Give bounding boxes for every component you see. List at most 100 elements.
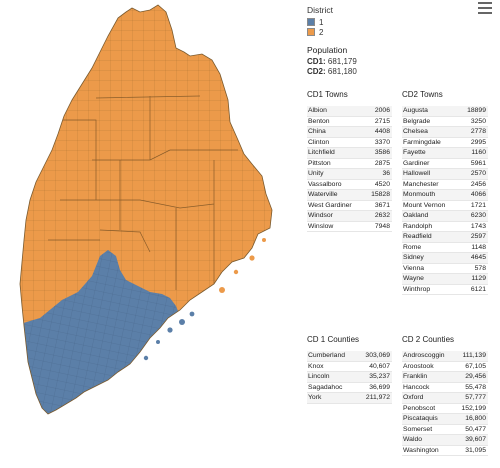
table-row[interactable]: Cumberland 303,069 <box>307 351 392 362</box>
legend-label: 1 <box>319 17 324 27</box>
row-value: 2456 <box>470 180 486 188</box>
row-name: Franklin <box>403 373 428 380</box>
row-value: 2875 <box>374 159 390 167</box>
row-name: Sagadahoc <box>308 383 343 391</box>
table-row[interactable]: Unity 36 <box>307 169 392 180</box>
row-name: Oakland <box>403 212 429 219</box>
table-row[interactable]: Winslow 7948 <box>307 222 392 232</box>
table-row[interactable]: Fayette 1160 <box>402 148 488 159</box>
row-value: 57,777 <box>465 394 486 401</box>
population-cd1: CD1: 681,179 <box>307 57 357 68</box>
row-value: 6121 <box>470 285 486 293</box>
row-name: Gardiner <box>403 159 430 167</box>
table-row[interactable]: West Gardiner 3671 <box>307 201 392 211</box>
table-row[interactable]: Aroostook 67,105 <box>402 362 488 372</box>
table-row[interactable]: Franklin 29,456 <box>402 372 488 383</box>
legend-item-district-2[interactable]: 2 <box>307 27 333 37</box>
table-row[interactable]: Penobscot 152,199 <box>402 404 488 414</box>
table-row[interactable]: Winthrop 6121 <box>402 285 488 295</box>
row-value: 18899 <box>467 107 486 114</box>
menu-icon-bar <box>478 7 492 9</box>
district-map[interactable] <box>0 0 300 468</box>
table-row[interactable]: Pittston 2875 <box>307 159 392 169</box>
table-row[interactable]: Vassalboro 4520 <box>307 180 392 190</box>
row-value: 2006 <box>374 107 390 114</box>
table-row[interactable]: Lincoln 35,237 <box>307 372 392 383</box>
table-rows: Androscoggin 111,139 Aroostook 67,105 Frankl… <box>402 351 488 456</box>
cd2-towns-table: CD2 Towns Augusta 18899 Belgrade 3250 Chelse… <box>402 90 488 295</box>
table-row[interactable]: Hallowell 2570 <box>402 169 488 180</box>
table-row[interactable]: China 4408 <box>307 127 392 138</box>
table-row[interactable]: Androscoggin 111,139 <box>402 351 488 362</box>
row-name: Knox <box>308 362 324 370</box>
table-rows: Augusta 18899 Belgrade 3250 Chelsea 2778 Farmi… <box>402 106 488 295</box>
table-row[interactable]: Mount Vernon 1721 <box>402 201 488 211</box>
row-value: 39,607 <box>465 436 486 443</box>
row-value: 578 <box>474 264 486 272</box>
table-row[interactable]: Knox 40,607 <box>307 362 392 372</box>
table-row[interactable]: Litchfield 3586 <box>307 148 392 159</box>
table-row[interactable]: Albion 2006 <box>307 106 392 117</box>
row-name: Cumberland <box>308 352 346 359</box>
row-name: Belgrade <box>403 117 431 125</box>
table-row[interactable]: Rome 1148 <box>402 243 488 253</box>
row-value: 4520 <box>374 180 390 188</box>
row-name: Winthrop <box>403 285 431 293</box>
table-row[interactable]: Piscataquis 16,800 <box>402 414 488 425</box>
table-row[interactable]: Waterville 15828 <box>307 190 392 201</box>
row-name: Windsor <box>308 212 333 219</box>
table-row[interactable]: Hancock 55,478 <box>402 383 488 393</box>
population-cd2-label: CD2: <box>307 67 326 76</box>
table-row[interactable]: Windsor 2632 <box>307 211 392 222</box>
row-name: Benton <box>308 117 330 125</box>
table-row[interactable]: Chelsea 2778 <box>402 127 488 138</box>
table-row[interactable]: Farmingdale 2995 <box>402 138 488 148</box>
table-row[interactable]: Belgrade 3250 <box>402 117 488 127</box>
table-row[interactable]: Benton 2715 <box>307 117 392 127</box>
hamburger-menu-icon[interactable] <box>478 2 492 14</box>
row-name: Hallowell <box>403 170 431 177</box>
table-row[interactable]: Wayne 1129 <box>402 274 488 285</box>
table-row[interactable]: Oxford 57,777 <box>402 393 488 404</box>
population-cd1-value: 681,179 <box>327 56 357 66</box>
coastal-islands <box>143 238 266 361</box>
row-name: Farmingdale <box>403 138 441 146</box>
row-value: 2778 <box>470 128 486 135</box>
table-row[interactable]: Manchester 2456 <box>402 180 488 190</box>
row-name: Readfield <box>403 233 432 240</box>
table-row[interactable]: Randolph 1743 <box>402 222 488 232</box>
table-row[interactable]: York 211,972 <box>307 393 392 404</box>
row-value: 31,095 <box>465 446 486 454</box>
table-row[interactable]: Gardiner 5961 <box>402 159 488 169</box>
table-row[interactable]: Washington 31,095 <box>402 446 488 456</box>
table-row[interactable]: Readfield 2597 <box>402 232 488 243</box>
table-row[interactable]: Vienna 578 <box>402 264 488 274</box>
row-value: 2715 <box>374 117 390 125</box>
population-cd2-value: 681,180 <box>327 67 357 76</box>
row-name: Vassalboro <box>308 180 342 188</box>
cd1-counties-title: CD 1 Counties <box>307 335 360 344</box>
legend-item-district-1[interactable]: 1 <box>307 17 333 27</box>
row-value: 3586 <box>374 149 390 156</box>
row-name: Penobscot <box>403 404 436 412</box>
table-row[interactable]: Oakland 6230 <box>402 211 488 222</box>
row-value: 29,456 <box>465 373 486 380</box>
row-name: Washington <box>403 446 439 454</box>
table-row[interactable]: Sagadahoc 36,699 <box>307 383 392 393</box>
menu-icon-bar <box>478 2 492 4</box>
table-row[interactable]: Sidney 4645 <box>402 253 488 264</box>
row-value: 4645 <box>470 254 486 261</box>
table-row[interactable]: Somerset 50,477 <box>402 425 488 435</box>
row-value: 4066 <box>470 191 486 198</box>
legend-label: 2 <box>319 27 324 37</box>
table-row[interactable]: Clinton 3370 <box>307 138 392 148</box>
row-value: 55,478 <box>465 383 486 391</box>
row-value: 2995 <box>470 138 486 146</box>
population-cd1-label: CD1: <box>307 56 326 66</box>
table-row[interactable]: Waldo 39,607 <box>402 435 488 446</box>
row-name: Waterville <box>308 191 338 198</box>
population-title: Population <box>307 45 348 55</box>
table-row[interactable]: Augusta 18899 <box>402 106 488 117</box>
table-row[interactable]: Monmouth 4066 <box>402 190 488 201</box>
row-value: 152,199 <box>461 404 486 412</box>
